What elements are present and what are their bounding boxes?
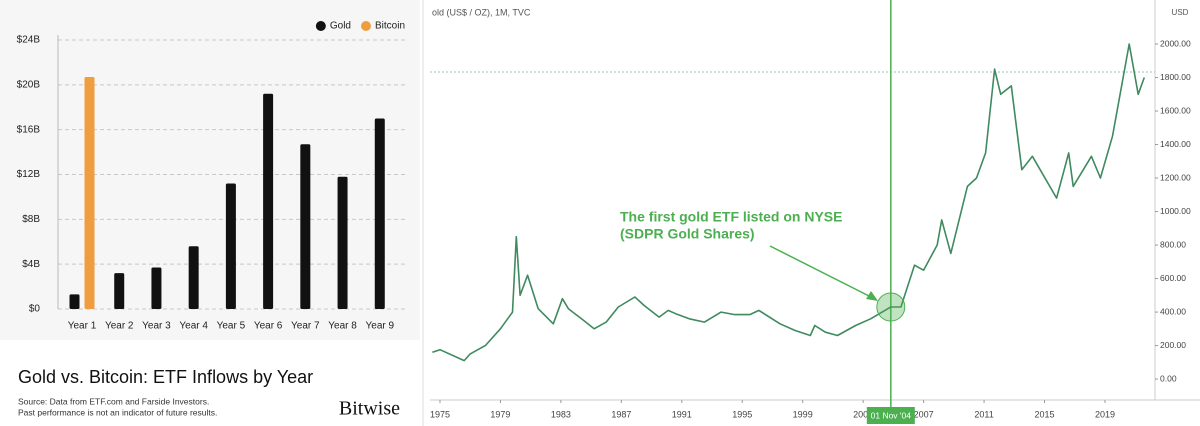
x-tick-label: Year 9: [366, 321, 395, 332]
y-tick-label: 200.00: [1160, 340, 1186, 350]
bar: [69, 294, 80, 309]
legend-label: Bitcoin: [375, 21, 405, 32]
y-tick-label: $20B: [17, 79, 41, 90]
x-tick-label: 1987: [611, 409, 631, 419]
x-tick-label: Year 5: [217, 321, 246, 332]
x-tick-label: Year 4: [179, 321, 208, 332]
chart-title: old (US$ / OZ), 1M, TVC: [432, 7, 531, 17]
x-tick-label: 2019: [1095, 409, 1115, 419]
left-panel-bg: [0, 0, 420, 340]
y-tick-label: 1000.00: [1160, 206, 1191, 216]
x-tick-label: Year 2: [105, 321, 134, 332]
x-tick-label: 1999: [793, 409, 813, 419]
footnote: Past performance is not an indicator of …: [18, 407, 217, 417]
right-panel-bg: [425, 0, 1200, 426]
bar: [337, 176, 348, 309]
legend-swatch: [315, 21, 326, 31]
y-tick-label: 1200.00: [1160, 172, 1191, 182]
y-tick-label: $0: [29, 304, 41, 315]
x-tick-label: Year 3: [142, 321, 171, 332]
x-tick-label: 1983: [551, 409, 571, 419]
x-tick-label: 2011: [974, 409, 993, 419]
marker-label-bg: [866, 407, 915, 424]
x-tick-label: 1975: [430, 409, 450, 419]
price-line: [432, 43, 1146, 362]
y-tick-label: $12B: [17, 169, 41, 180]
y-tick-label: $4B: [22, 259, 40, 270]
brand-logo: Bitwise: [339, 398, 400, 420]
y-tick-label: 2000.00: [1160, 38, 1191, 48]
y-tick-label: 1800.00: [1160, 72, 1191, 82]
x-tick-label: Year 1: [68, 321, 97, 332]
legend-label: Gold: [330, 21, 351, 32]
x-tick-label: 2015: [1035, 409, 1055, 419]
footnote: Source: Data from ETF.com and Farside In…: [18, 396, 209, 406]
bar: [114, 273, 125, 309]
x-tick-label: Year 8: [328, 321, 357, 332]
x-tick-label: 1995: [732, 409, 752, 419]
x-tick-label: 1979: [490, 409, 510, 419]
highlight-circle: [876, 292, 906, 322]
y-tick-label: 400.00: [1160, 306, 1186, 316]
x-tick-label: Year 7: [291, 321, 320, 332]
bar: [84, 76, 95, 309]
y-tick-label: $16B: [17, 124, 41, 135]
y-tick-label: 1600.00: [1160, 105, 1191, 115]
legend-swatch: [360, 21, 371, 31]
bar: [151, 267, 162, 309]
chart-title: Gold vs. Bitcoin: ETF Inflows by Year: [18, 367, 313, 387]
bar: [188, 246, 199, 309]
y-tick-label: 800.00: [1160, 239, 1186, 249]
y-tick-label: 600.00: [1160, 273, 1186, 283]
y-tick-label: $8B: [22, 214, 40, 225]
marker-label: 01 Nov '04: [871, 410, 912, 420]
y-tick-label: 0.00: [1160, 373, 1177, 383]
y-unit: USD: [1172, 8, 1189, 17]
annotation-arrow: [769, 245, 874, 299]
x-tick-label: 1991: [672, 409, 692, 419]
x-tick-label: 2003: [853, 409, 873, 419]
x-tick-label: Year 6: [254, 321, 283, 332]
annotation: (SDPR Gold Shares): [620, 226, 755, 242]
bar: [374, 118, 385, 309]
y-tick-label: $24B: [17, 35, 41, 46]
bar: [225, 183, 236, 309]
arrow-head: [866, 291, 878, 301]
bar: [300, 144, 311, 309]
bar: [263, 93, 274, 309]
y-tick-label: 1400.00: [1160, 139, 1191, 149]
annotation: The first gold ETF listed on NYSE: [620, 209, 842, 225]
x-tick-label: 2007: [914, 409, 934, 419]
